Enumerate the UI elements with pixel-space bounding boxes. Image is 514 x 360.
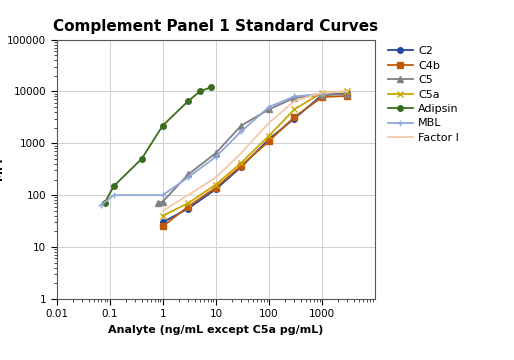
Legend: C2, C4b, C5, C5a, Adipsin, MBL, Factor I: C2, C4b, C5, C5a, Adipsin, MBL, Factor I <box>387 45 460 144</box>
C2 <box>319 93 325 97</box>
C2 <box>266 137 272 141</box>
Factor I <box>291 99 298 103</box>
C5a <box>185 201 191 205</box>
Line: C4b: C4b <box>160 93 350 229</box>
X-axis label: Analyte (ng/mL except C5a pg/mL): Analyte (ng/mL except C5a pg/mL) <box>108 325 324 335</box>
C5 <box>160 199 166 204</box>
Adipsin <box>111 184 117 188</box>
C5 <box>213 151 219 155</box>
C2 <box>344 91 351 95</box>
MBL <box>185 175 191 180</box>
C2 <box>160 220 166 224</box>
Factor I <box>266 121 272 125</box>
MBL <box>160 193 166 197</box>
C5 <box>155 201 161 205</box>
C4b <box>238 163 244 168</box>
C5a <box>160 213 166 218</box>
Line: Factor I: Factor I <box>163 91 347 211</box>
C5 <box>185 172 191 177</box>
Factor I <box>185 193 191 197</box>
MBL <box>291 94 298 99</box>
MBL <box>266 105 272 109</box>
Adipsin <box>160 123 166 128</box>
MBL <box>238 129 244 134</box>
Line: C2: C2 <box>160 90 350 225</box>
Factor I <box>213 175 219 180</box>
Factor I <box>319 90 325 95</box>
C5 <box>266 107 272 112</box>
Factor I <box>238 151 244 155</box>
C5a <box>291 107 298 112</box>
Line: MBL: MBL <box>98 90 325 208</box>
Adipsin <box>101 201 107 205</box>
MBL <box>213 154 219 159</box>
C4b <box>266 139 272 143</box>
C4b <box>344 94 351 98</box>
Title: Complement Panel 1 Standard Curves: Complement Panel 1 Standard Curves <box>53 19 378 34</box>
MBL <box>111 193 117 197</box>
C4b <box>319 95 325 99</box>
Line: C5a: C5a <box>159 88 351 219</box>
Line: Adipsin: Adipsin <box>102 85 213 206</box>
C5 <box>291 96 298 100</box>
C5 <box>319 93 325 97</box>
Adipsin <box>185 99 191 103</box>
C4b <box>213 185 219 190</box>
MBL <box>319 92 325 96</box>
Factor I <box>344 89 351 94</box>
C2 <box>291 116 298 121</box>
C4b <box>160 224 166 229</box>
Adipsin <box>197 89 203 94</box>
Line: C5: C5 <box>155 91 350 206</box>
Adipsin <box>139 157 145 161</box>
Factor I <box>160 208 166 213</box>
C4b <box>291 115 298 119</box>
Adipsin <box>208 85 214 90</box>
C5 <box>238 123 244 128</box>
Y-axis label: MFI: MFI <box>0 158 4 180</box>
C2 <box>238 165 244 169</box>
C5a <box>238 161 244 165</box>
MBL <box>98 203 104 207</box>
C5a <box>213 183 219 187</box>
C2 <box>185 206 191 211</box>
C5a <box>319 90 325 95</box>
C5a <box>344 89 351 94</box>
C2 <box>213 187 219 192</box>
C4b <box>185 204 191 209</box>
C5a <box>266 134 272 138</box>
C5 <box>344 92 351 96</box>
